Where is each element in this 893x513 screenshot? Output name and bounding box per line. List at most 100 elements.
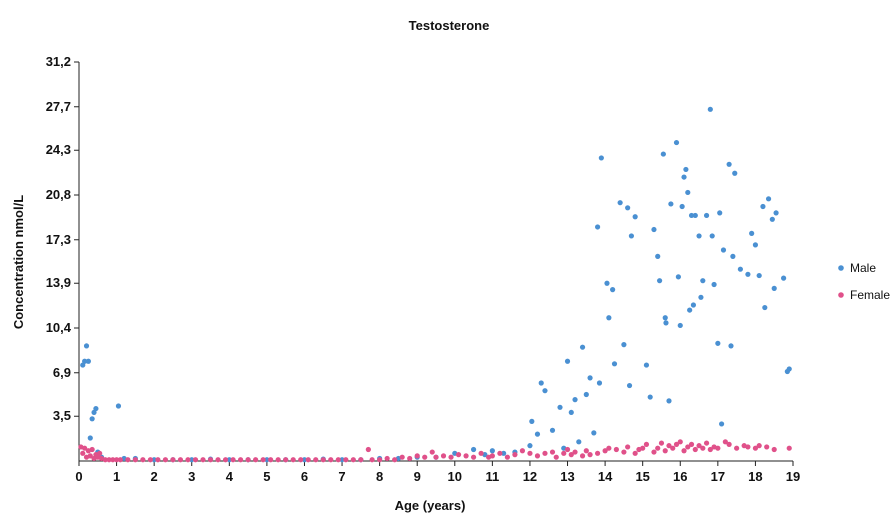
male-data-point	[719, 421, 725, 427]
male-data-point	[501, 450, 507, 456]
y-axis-ticks: 3,5 6,9 10,4 13,9 17,3 20,8 24,3 27,7 31,2	[46, 54, 79, 423]
female-data-point	[117, 457, 123, 463]
female-data-point	[470, 454, 477, 460]
male-data-point	[470, 446, 477, 453]
female-data-point	[519, 448, 526, 454]
female-data-point	[290, 457, 296, 463]
female-data-point	[553, 454, 559, 460]
female-data-point	[549, 449, 556, 455]
x-axis-ticks: 0 1 2 3 4 5 6 7 8 9 10 11 12 13 14 15 16 17 18 19	[75, 461, 800, 484]
female-data-point	[463, 453, 469, 459]
female-data-point	[275, 457, 281, 463]
female-data-point	[688, 441, 695, 447]
y-tick-label: 13,9	[46, 275, 71, 290]
male-data-point	[715, 340, 721, 346]
male-data-point	[726, 161, 732, 167]
female-data-point	[677, 439, 683, 445]
male-data-point	[89, 416, 95, 422]
female-data-point	[700, 445, 706, 451]
female-data-point	[87, 453, 93, 459]
female-data-point	[207, 457, 214, 463]
female-data-point	[455, 452, 462, 458]
male-data-point	[752, 242, 759, 248]
female-data-point	[222, 457, 229, 463]
male-data-point	[651, 226, 657, 233]
female-data-point	[407, 455, 413, 462]
female-data-point	[726, 441, 732, 447]
female-data-point	[155, 457, 161, 463]
female-data-point	[497, 450, 503, 456]
male-data-point	[662, 315, 668, 321]
female-data-point	[440, 453, 447, 459]
legend-marker-male	[838, 265, 844, 271]
male-data-point	[707, 106, 713, 112]
male-data-point	[673, 139, 680, 146]
female-data-point	[414, 453, 420, 459]
female-data-point	[82, 445, 88, 451]
female-data-point	[651, 449, 657, 455]
female-data-point	[215, 457, 221, 463]
female-data-point	[399, 454, 405, 460]
female-data-point	[527, 450, 533, 456]
legend-label-male: Male	[850, 261, 876, 275]
y-tick-label: 3,5	[53, 408, 71, 423]
female-data-point	[489, 453, 495, 459]
female-data-point	[643, 441, 650, 447]
male-data-point	[82, 358, 88, 364]
male-data-point	[781, 275, 787, 281]
male-data-point	[189, 457, 195, 463]
female-data-point	[715, 445, 721, 451]
male-data-point	[542, 388, 548, 394]
female-data-point	[350, 457, 356, 463]
male-data-point	[632, 214, 638, 220]
x-tick-label: 0	[75, 469, 82, 484]
female-data-point	[422, 454, 428, 460]
female-data-point	[655, 445, 661, 451]
female-data-point	[177, 457, 184, 463]
male-data-point	[737, 266, 743, 272]
male-data-point	[647, 394, 653, 400]
male-data-point	[760, 203, 766, 210]
male-data-point	[538, 380, 544, 386]
male-data-point	[83, 343, 90, 349]
female-data-point	[192, 457, 199, 463]
male-data-point	[549, 427, 556, 433]
female-data-point	[106, 457, 112, 463]
male-data-point	[594, 224, 601, 230]
female-data-point	[594, 450, 601, 456]
female-data-point	[358, 457, 364, 463]
male-data-point	[572, 397, 578, 403]
male-data-point	[625, 205, 631, 211]
male-data-point	[666, 398, 672, 404]
male-data-point	[226, 457, 232, 463]
x-axis-title: Age (years)	[395, 498, 466, 513]
female-data-point	[343, 457, 349, 463]
female-data-point	[125, 457, 131, 463]
male-data-point	[685, 189, 691, 196]
female-data-point	[504, 454, 510, 460]
female-data-point	[572, 449, 578, 455]
female-data-point	[110, 457, 116, 463]
female-data-point	[384, 455, 390, 462]
female-data-point	[392, 457, 398, 463]
female-data-point	[97, 450, 103, 456]
female-data-point	[632, 450, 638, 456]
female-data-point	[245, 457, 251, 463]
female-data-point	[253, 457, 259, 463]
female-data-point	[606, 445, 612, 451]
male-data-point	[730, 253, 736, 259]
chart-title: Testosterone	[409, 18, 490, 33]
female-data-point	[80, 450, 86, 456]
male-data-point	[576, 439, 582, 445]
male-data-point	[756, 272, 762, 279]
x-tick-label: 7	[338, 469, 345, 484]
male-data-point	[687, 307, 693, 313]
female-data-point	[102, 457, 108, 463]
female-data-point	[298, 457, 304, 463]
female-data-point	[268, 457, 274, 463]
male-data-point	[771, 285, 777, 291]
male-data-point	[663, 320, 669, 326]
female-data-point	[579, 453, 586, 459]
male-data-point	[728, 343, 734, 349]
